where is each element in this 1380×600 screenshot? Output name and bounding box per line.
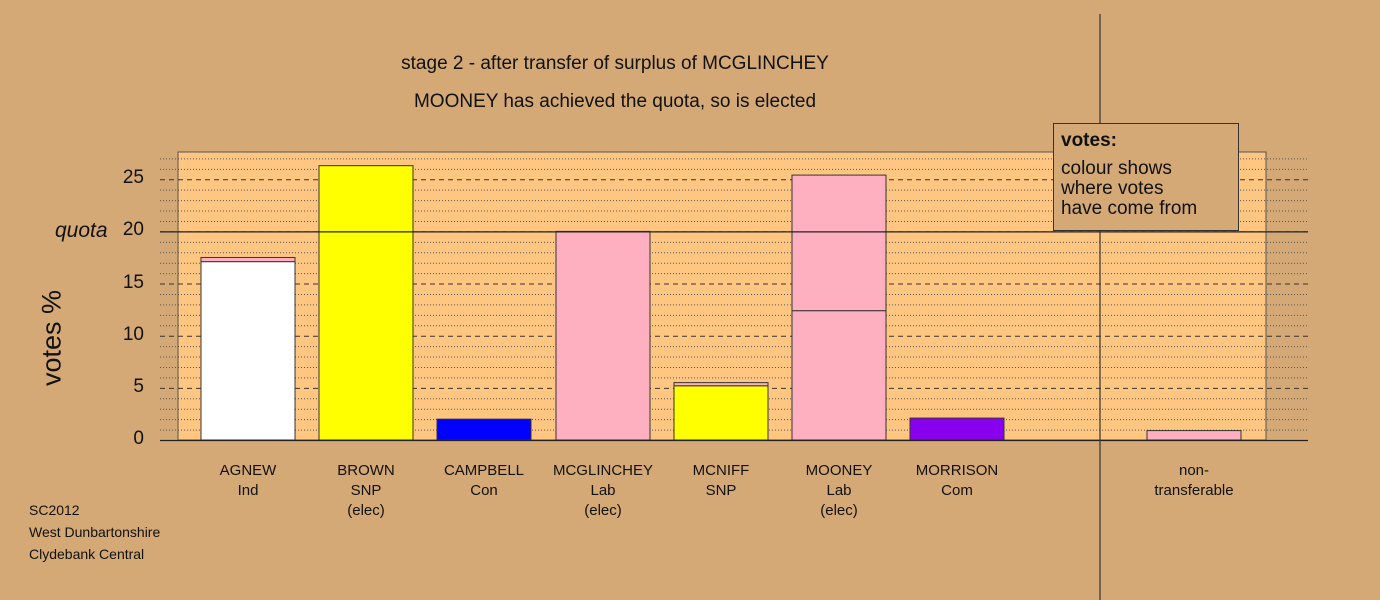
candidate-label: BROWN SNP (elec) — [296, 461, 436, 521]
nontransferable-bar-segment — [1146, 430, 1242, 441]
y-axis-label: votes % — [36, 289, 67, 387]
candidate-label: MORRISON Com — [887, 461, 1027, 501]
candidate-label-line: CAMPBELL — [443, 462, 525, 479]
y-tick-label: 25 — [122, 167, 144, 189]
candidate-label-line: BROWN — [337, 462, 395, 479]
candidate-label-line: MCNIFF — [692, 462, 750, 479]
candidate-label-line: (elec) — [584, 502, 622, 519]
candidate-label-line: AGNEW — [219, 462, 277, 479]
candidate-bar-segment — [200, 261, 296, 441]
candidate-label-line: MORRISON — [915, 462, 999, 479]
candidate-label: MCGLINCHEY Lab (elec) — [533, 461, 673, 521]
candidate-label-line: Lab — [826, 482, 852, 499]
chart-title: stage 2 - after transfer of surplus of M… — [401, 53, 829, 74]
nontransferable-label: non-transferable — [1124, 461, 1264, 501]
legend-box: votes: colour shows where votes have com… — [1053, 123, 1239, 231]
candidate-label-line: SNP — [705, 482, 737, 499]
candidate-label-line: MCGLINCHEY — [552, 462, 653, 479]
legend-title: votes: — [1061, 130, 1117, 151]
y-tick-label: 0 — [133, 428, 144, 449]
legend-line: colour shows — [1061, 158, 1172, 179]
y-tick-label: 15 — [122, 271, 144, 293]
candidate-label-line: Ind — [237, 482, 259, 499]
candidate-bar-segment — [200, 256, 296, 263]
candidate-label-line: (elec) — [347, 502, 385, 519]
nontransferable-label-line: transferable — [1154, 482, 1234, 499]
candidate-bar-segment — [555, 230, 651, 441]
candidate-label-line: (elec) — [820, 502, 858, 519]
candidate-label: CAMPBELL Con — [414, 461, 554, 501]
nontransferable-label-line: non- — [1178, 462, 1210, 479]
legend-line: have come from — [1061, 198, 1198, 219]
candidate-bar-segment — [673, 382, 769, 387]
footer-line: SC2012 — [29, 502, 80, 518]
bars-group — [200, 165, 1242, 441]
candidate-bar-segment — [318, 165, 414, 441]
footer-caption: SC2012 West Dunbartonshire Clydebank Cen… — [29, 499, 160, 565]
candidate-bar-segment — [673, 385, 769, 441]
y-tick-label: 5 — [133, 375, 144, 397]
candidate-label-line: Con — [470, 482, 498, 499]
candidate-label-line: SNP — [350, 482, 382, 499]
candidate-label-line: Lab — [590, 482, 616, 499]
candidate-label: MOONEY Lab (elec) — [769, 461, 909, 521]
candidate-bar-segment — [791, 174, 887, 312]
chart-subtitle: MOONEY has achieved the quota, so is ele… — [413, 91, 817, 112]
candidate-label: AGNEW Ind — [178, 461, 318, 501]
quota-label: quota — [55, 219, 108, 242]
candidate-bar-segment — [909, 417, 1005, 441]
candidate-label-line: MOONEY — [805, 462, 873, 479]
footer-line: Clydebank Central — [29, 546, 145, 562]
candidate-label-line: Com — [941, 482, 973, 499]
legend-line: where votes — [1061, 178, 1164, 199]
y-tick-label: 10 — [122, 323, 144, 345]
y-tick-label: 20 — [122, 219, 144, 241]
footer-line: West Dunbartonshire — [29, 524, 161, 540]
candidate-bar-segment — [791, 310, 887, 441]
candidate-label: MCNIFF SNP — [651, 461, 791, 501]
candidate-bar-segment — [436, 418, 532, 441]
